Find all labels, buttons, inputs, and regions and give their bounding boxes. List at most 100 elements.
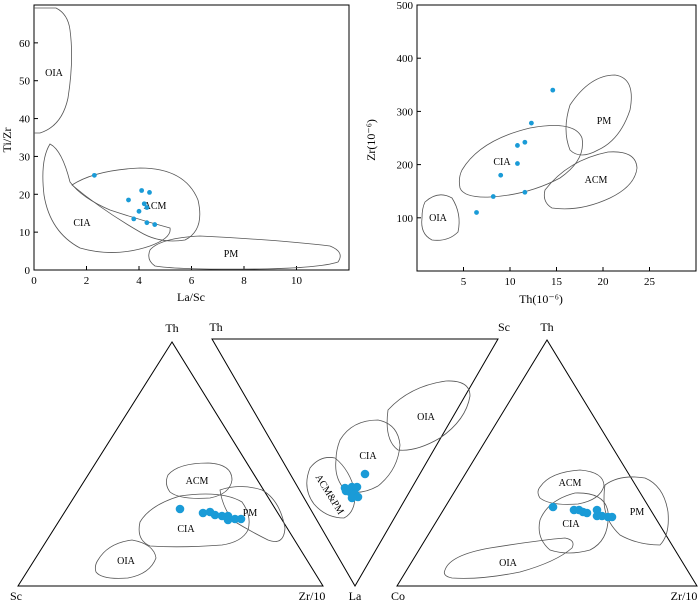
panel1-ytick-label: 0 <box>25 265 31 277</box>
panel1-data-point <box>131 216 137 222</box>
panel2-data-point <box>474 210 479 215</box>
panel2-field-oia <box>421 194 460 241</box>
panel1-xtick-label: 2 <box>84 275 90 287</box>
panel2-frame <box>416 4 697 272</box>
panel2-label-acm: ACM <box>585 175 608 186</box>
panel2-data-point <box>522 139 528 145</box>
panel2-data-point <box>498 172 504 178</box>
panel2-ytick-label: 100 <box>397 213 414 225</box>
panel2-points <box>474 87 556 215</box>
panel1-ticks: 0 2 4 6 8 10 0 10 20 30 40 50 60 <box>19 38 303 287</box>
panel3-data-point <box>230 514 240 524</box>
panel5-field-acm <box>537 469 605 505</box>
panel1-field-acm <box>71 167 201 242</box>
panel1-data-point <box>126 197 131 203</box>
panel1-data-point <box>152 222 158 227</box>
panel2-label-pm: PM <box>597 116 612 127</box>
panel2-xtick-label: 15 <box>551 276 563 288</box>
panel1-data-point <box>136 208 142 214</box>
panel4-vertex-top-left: Th <box>209 320 222 334</box>
panel2-xtick-label: 5 <box>461 276 467 288</box>
panel2-data-point <box>522 189 528 195</box>
panel1-xtick-label: 6 <box>189 275 195 287</box>
panel1-xtick-label: 10 <box>291 275 303 287</box>
panel-th-co-zr10: Th Co Zr/10 ACM CIA PM OIA <box>391 320 698 601</box>
panel2-xtick-label: 10 <box>505 276 517 288</box>
panel1-ylabel: Ti/Zr <box>0 128 14 153</box>
panel-th-sc-zr10: Th Sc Zr/10 ACM PM CIA OIA <box>10 321 325 601</box>
panel4-data-point <box>347 493 357 503</box>
panel2-field-acm <box>543 151 638 210</box>
panel1-label-acm: ACM <box>144 201 167 212</box>
panel2-ytick-label: 200 <box>397 160 414 172</box>
panel3-field-oia <box>94 539 157 579</box>
panel2-field-pm <box>565 74 632 156</box>
panel2-data-point <box>550 87 556 93</box>
panel5-vertex-top: Th <box>540 320 553 334</box>
panel1-data-point <box>144 220 150 226</box>
panel3-field-cia <box>138 493 250 548</box>
panel2-xtick-label: 20 <box>598 276 610 288</box>
panel2-ytick-label: 500 <box>397 0 414 12</box>
panel1-data-point <box>139 188 145 193</box>
panel-ti-zr-la-sc: 0 2 4 6 8 10 0 10 20 30 40 50 60 La/Sc Ti/Zr OIA ACM… <box>0 4 350 304</box>
panel2-ytick-label: 400 <box>397 53 414 65</box>
panel1-points <box>91 172 158 227</box>
panel1-ytick-label: 20 <box>19 189 31 201</box>
panel1-ytick-label: 40 <box>19 114 31 126</box>
panel5-points <box>548 502 617 522</box>
panel3-triangle <box>17 341 324 587</box>
panel2-xtick-label: 25 <box>644 276 656 288</box>
panel1-field-pm <box>148 235 341 270</box>
panel1-data-point <box>147 189 152 195</box>
panel1-label-oia: OIA <box>45 68 64 79</box>
panel-zr-th: 5 10 15 20 25 100 200 300 400 500 Th(10⁻⁶) Zr(10⁻… <box>364 0 697 306</box>
panel5-label-acm: ACM <box>559 478 582 489</box>
panel3-data-point <box>210 510 220 520</box>
panel1-xtick-label: 4 <box>136 275 142 287</box>
panel1-ytick-label: 60 <box>19 38 31 50</box>
panel4-data-point <box>360 469 370 479</box>
panel5-label-oia: OIA <box>499 558 518 569</box>
panel2-data-point <box>528 120 534 126</box>
panel2-data-point <box>515 143 520 148</box>
panel5-triangle <box>396 339 698 587</box>
panel5-vertex-left: Co <box>391 589 405 601</box>
panel4-data-point <box>352 482 362 492</box>
panel2-field-cia <box>458 125 583 198</box>
panel4-points <box>340 469 370 503</box>
panel2-data-point <box>515 161 520 166</box>
panel1-field-cia <box>42 143 171 253</box>
panel4-label-oia: OIA <box>417 412 436 423</box>
panel3-label-oia: OIA <box>117 556 136 567</box>
panel5-label-cia: CIA <box>562 519 580 530</box>
panel4-vertex-bottom: La <box>349 589 362 601</box>
panel3-data-point <box>223 515 233 525</box>
panel-th-sc-la: Th Sc La OIA CIA ACM&PM <box>209 320 510 601</box>
panel3-vertex-left: Sc <box>10 589 22 601</box>
panel1-frame <box>33 4 350 271</box>
panel1-xlabel: La/Sc <box>177 290 205 304</box>
panel3-vertex-top: Th <box>165 321 178 335</box>
panel3-field-acm <box>166 462 233 499</box>
panel1-xtick-label: 0 <box>31 275 37 287</box>
panel5-vertex-right: Zr/10 <box>671 589 698 601</box>
panel1-ytick-label: 10 <box>19 227 31 239</box>
panel4-label-cia: CIA <box>359 451 377 462</box>
panel2-xlabel: Th(10⁻⁶) <box>519 292 563 306</box>
panel2-ticks: 5 10 15 20 25 100 200 300 400 500 <box>397 0 656 288</box>
panel4-field-cia <box>335 419 401 493</box>
panel2-data-point <box>490 194 496 199</box>
panel3-data-point <box>236 514 246 524</box>
panel5-label-pm: PM <box>630 507 645 518</box>
panel1-label-cia: CIA <box>73 218 91 229</box>
panel2-label-cia: CIA <box>493 157 511 168</box>
panel2-ylabel: Zr(10⁻⁶) <box>364 119 378 161</box>
panel5-field-pm <box>603 476 669 546</box>
panel4-vertex-top-right: Sc <box>498 320 510 334</box>
panel4-label-acm-pm: ACM&PM <box>313 473 346 517</box>
panel3-data-point <box>198 508 208 518</box>
panel1-label-pm: PM <box>224 249 239 260</box>
panel4-field-oia <box>386 380 471 451</box>
